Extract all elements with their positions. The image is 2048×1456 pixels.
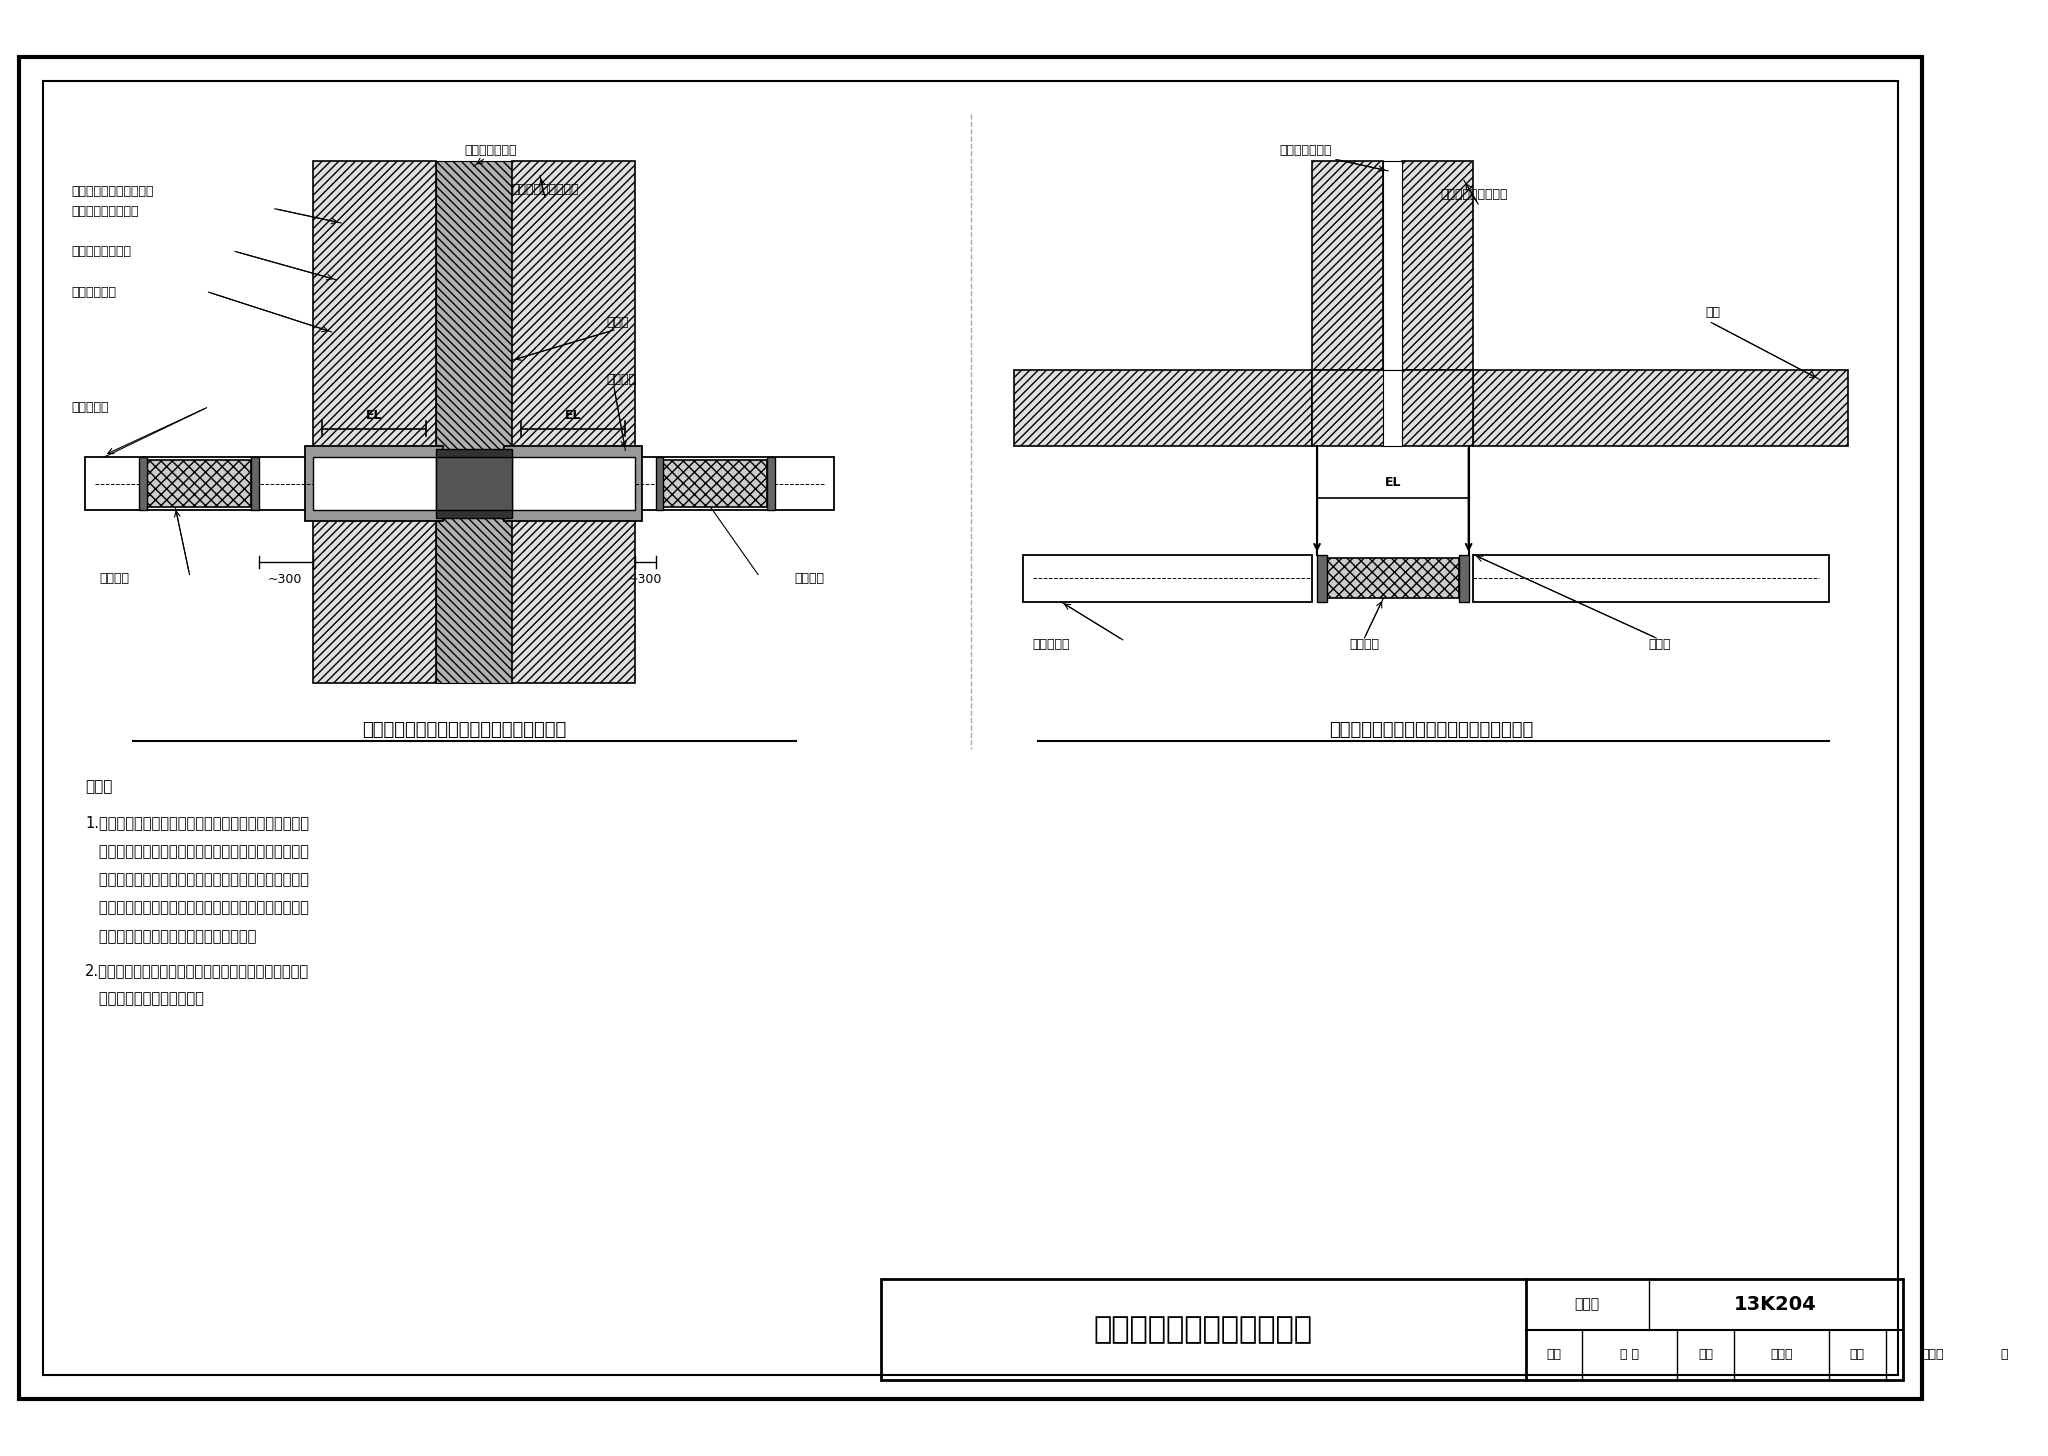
Text: 饰面层: 饰面层 <box>606 316 629 329</box>
Text: 邢巧云: 邢巧云 <box>1769 1348 1792 1361</box>
Text: 设计: 设计 <box>1849 1348 1864 1361</box>
Bar <box>664 460 768 507</box>
Bar <box>512 162 635 683</box>
Bar <box>252 457 258 510</box>
Text: 防火胶泥封堵: 防火胶泥封堵 <box>72 285 117 298</box>
Bar <box>436 457 512 510</box>
Bar <box>512 457 635 510</box>
Text: 说明：: 说明： <box>86 779 113 794</box>
Text: EL: EL <box>367 409 383 422</box>
Text: 管道穿沉降缝、伸缩缝做法: 管道穿沉降缝、伸缩缝做法 <box>1094 1315 1313 1344</box>
Text: 收沉降或伸缩变形的位移。: 收沉降或伸缩变形的位移。 <box>86 992 205 1006</box>
Bar <box>1382 162 1403 370</box>
Text: 管，不推荐采用橡胶接头。当管道在吊顶内敷设，金属: 管，不推荐采用橡胶接头。当管道在吊顶内敷设，金属 <box>86 843 309 859</box>
Text: EL: EL <box>565 409 582 422</box>
Text: 应采用有限位装置保护，且变形能力能够吸收沉降或伸: 应采用有限位装置保护，且变形能力能够吸收沉降或伸 <box>86 900 309 916</box>
Bar <box>436 450 512 518</box>
Bar <box>1382 370 1403 446</box>
Bar <box>1458 555 1468 601</box>
Text: 或其他防火阻燃材料: 或其他防火阻燃材料 <box>72 205 139 218</box>
Bar <box>1313 162 1382 370</box>
Bar <box>86 457 313 510</box>
Text: 2.金属软管安装完毕后宜有一定的自然垂度，保证能够吸: 2.金属软管安装完毕后宜有一定的自然垂度，保证能够吸 <box>86 962 309 978</box>
Text: 伸缩缝、沉降缝: 伸缩缝、沉降缝 <box>465 144 516 156</box>
Bar <box>147 460 252 507</box>
Text: 图集号: 图集号 <box>1575 1297 1599 1310</box>
Text: 管道连接沉降缝（伸缩缝）空间安装示意图: 管道连接沉降缝（伸缩缝）空间安装示意图 <box>1329 721 1532 738</box>
Bar <box>305 446 444 521</box>
Text: 水系统管道: 水系统管道 <box>72 402 109 415</box>
Text: 支吊架: 支吊架 <box>1649 638 1671 651</box>
Bar <box>313 162 436 683</box>
Bar <box>1473 555 1829 601</box>
Text: 13K204: 13K204 <box>1735 1294 1817 1313</box>
Text: 楼板: 楼板 <box>1706 306 1720 319</box>
Text: 缩变形的位移，并采取必要防渗漏措施。: 缩变形的位移，并采取必要防渗漏措施。 <box>86 929 256 943</box>
Bar <box>655 457 664 510</box>
Bar <box>1473 370 1847 446</box>
Bar <box>1327 559 1458 598</box>
Text: 伸缩缝、沉降缝墙体: 伸缩缝、沉降缝墙体 <box>1440 188 1507 201</box>
Text: 金属软管: 金属软管 <box>1350 638 1380 651</box>
Bar <box>139 457 147 510</box>
Bar <box>635 457 834 510</box>
Text: 校对: 校对 <box>1698 1348 1712 1361</box>
Text: 页: 页 <box>2001 1348 2007 1361</box>
Text: 管道横穿沉降缝（伸缩缝）墙体安装示意图: 管道横穿沉降缝（伸缩缝）墙体安装示意图 <box>362 721 567 738</box>
Bar <box>1014 370 1313 446</box>
Bar <box>768 457 774 510</box>
Text: ~300: ~300 <box>629 572 662 585</box>
Text: 伸缩缝、沉降缝: 伸缩缝、沉降缝 <box>1280 144 1331 156</box>
Text: 水系统管道: 水系统管道 <box>1032 638 1071 651</box>
Text: 钢制套管: 钢制套管 <box>606 373 637 386</box>
Bar <box>1024 555 1313 601</box>
Text: 金德海: 金德海 <box>1921 1348 1944 1361</box>
Text: 金属软管: 金属软管 <box>100 572 129 585</box>
Text: ~300: ~300 <box>268 572 303 585</box>
Text: 金属软管: 金属软管 <box>795 572 825 585</box>
Bar <box>881 1280 1903 1380</box>
Text: 无机防火堵料填充: 无机防火堵料填充 <box>72 245 131 258</box>
Text: 黄 辉: 黄 辉 <box>1620 1348 1638 1361</box>
Text: 1.管道横穿沉降缝（伸缩缝）墙体安装宜优先采用金属软: 1.管道横穿沉降缝（伸缩缝）墙体安装宜优先采用金属软 <box>86 815 309 830</box>
Bar <box>313 457 436 510</box>
Text: 玻璃纤维绳或陶瓷纤维绳: 玻璃纤维绳或陶瓷纤维绳 <box>72 185 154 198</box>
Bar <box>504 446 643 521</box>
Bar <box>1313 370 1473 446</box>
Text: 软管过长、下垂过大而采用橡胶接头替代时，橡胶接头: 软管过长、下垂过大而采用橡胶接头替代时，橡胶接头 <box>86 872 309 887</box>
Bar <box>436 162 512 683</box>
Bar <box>1403 162 1473 370</box>
Text: EL: EL <box>1384 476 1401 489</box>
Text: 审核: 审核 <box>1546 1348 1561 1361</box>
Text: 伸缩缝、沉降缝墙体: 伸缩缝、沉降缝墙体 <box>512 183 580 197</box>
Bar <box>1317 555 1327 601</box>
